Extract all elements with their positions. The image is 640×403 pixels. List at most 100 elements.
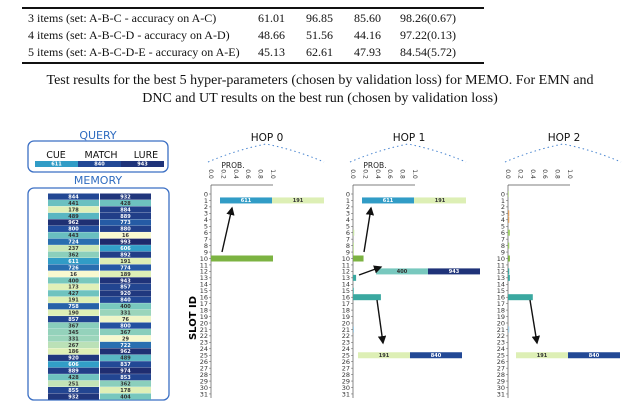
y-tick-label: 22 [497, 332, 505, 340]
y-tick-label: 5 [501, 223, 505, 231]
memory-cell [48, 277, 99, 284]
y-tick-label: 17 [342, 300, 350, 308]
y-tick-label: 3 [501, 210, 505, 218]
memory-cell-value: 993 [120, 240, 131, 246]
memory-cell-value: 191 [68, 298, 79, 304]
y-tick-label: 16 [342, 294, 350, 302]
memory-cell-value: 400 [68, 278, 79, 284]
memory-cell [48, 264, 99, 271]
memory-cell [48, 258, 99, 265]
y-tick-label: 9 [346, 248, 350, 256]
hop-brace [349, 143, 467, 163]
memory-cell-value: 855 [68, 388, 79, 394]
y-tick-label: 26 [497, 358, 505, 366]
y-tick-label: 31 [200, 390, 208, 398]
memory-cell-value: 962 [120, 349, 131, 355]
memory-cell [100, 387, 151, 394]
retrieved-cell [376, 268, 428, 275]
y-tick-label: 16 [200, 294, 208, 302]
table-cell: 48.66 [258, 28, 285, 42]
memory-cell [100, 245, 151, 252]
y-tick-label: 23 [342, 339, 350, 347]
memory-cell-value: 722 [120, 343, 131, 349]
memory-cell [48, 335, 99, 342]
hop-brace [504, 143, 622, 163]
retrieved-cell [516, 352, 568, 359]
memory-cell [100, 316, 151, 323]
memory-cell-value: 367 [120, 330, 131, 336]
memory-cell [48, 374, 99, 381]
memory-cell-value: 974 [120, 369, 131, 375]
y-tick-label: 7 [346, 235, 350, 243]
y-tick-label: 29 [200, 377, 208, 385]
memory-cell [100, 199, 151, 207]
y-tick-label: 15 [200, 287, 208, 295]
x-tick-label: 0.6 [244, 169, 251, 179]
memory-cell [48, 303, 99, 310]
y-tick-label: 4 [501, 216, 505, 224]
y-tick-label: 10 [497, 255, 505, 263]
x-tick-label: 0.2 [361, 169, 368, 179]
query-cell [35, 161, 78, 167]
retrieved-cell-value: 191 [293, 198, 304, 204]
memory-cell-value: 889 [120, 214, 131, 220]
x-tick-label: 0.8 [554, 169, 561, 179]
y-tick-label: 19 [200, 313, 208, 321]
y-tick-label: 26 [200, 358, 208, 366]
memory-cell [48, 238, 99, 245]
y-tick-label: 17 [497, 300, 505, 308]
query-cell-value: 840 [94, 162, 105, 168]
table-row-label: 3 items (set: A-B-C - accuracy on A-C) [28, 11, 217, 25]
memory-cell-value: 16 [70, 272, 77, 278]
arrow [358, 265, 383, 276]
memory-cell [100, 303, 151, 310]
attention-bar [508, 274, 510, 281]
retrieved-cell [414, 197, 466, 204]
y-tick-label: 5 [346, 223, 350, 231]
query-cell-value: 943 [137, 162, 148, 168]
hop-title: HOP 1 [393, 132, 426, 144]
y-tick-label: 10 [342, 255, 350, 263]
y-tick-label: 25 [497, 352, 505, 360]
y-tick-label: 4 [204, 216, 208, 224]
table-cell: 85.60 [354, 11, 381, 25]
x-tick-label: 0.8 [399, 169, 406, 179]
y-tick-label: 24 [342, 345, 350, 353]
memory-cell [48, 393, 99, 400]
memory-cell-value: 758 [68, 304, 79, 310]
arrow [221, 206, 235, 253]
retrieved-cell [358, 352, 410, 359]
memory-cell [100, 270, 151, 278]
y-tick-label: 8 [501, 242, 505, 250]
memory-cell-value: 173 [68, 285, 79, 291]
y-tick-label: 21 [342, 326, 350, 334]
y-tick-label: 28 [200, 371, 208, 379]
y-tick-label: 11 [342, 261, 350, 269]
retrieved-cell [568, 352, 620, 359]
table-bottom-rule [22, 62, 484, 64]
attention-bar [353, 249, 354, 256]
memory-cell [100, 238, 151, 245]
query-cell-value: 611 [51, 162, 62, 168]
table-cell: 97.22(0.13) [400, 28, 456, 42]
memory-cell-value: 889 [68, 369, 79, 375]
memory-cell [100, 354, 151, 361]
y-tick-label: 20 [342, 319, 350, 327]
memory-cell [48, 361, 99, 368]
table-cell: 84.54(5.72) [400, 45, 456, 59]
memory-cell [48, 341, 99, 349]
y-tick-label: 28 [342, 371, 350, 379]
y-tick-label: 6 [346, 229, 350, 237]
table-cell: 98.26(0.67) [400, 11, 456, 25]
memory-cell-value: 943 [120, 278, 131, 284]
y-tick-label: 28 [497, 371, 505, 379]
x-tick-label: 1.0 [269, 169, 276, 179]
memory-cell-value: 190 [68, 311, 79, 317]
retrieved-cell-value: 191 [435, 198, 446, 204]
memory-cell-value: 857 [68, 317, 79, 323]
memory-cell-value: 724 [68, 240, 79, 246]
y-tick-label: 23 [200, 339, 208, 347]
retrieved-cell-value: 191 [379, 353, 390, 359]
